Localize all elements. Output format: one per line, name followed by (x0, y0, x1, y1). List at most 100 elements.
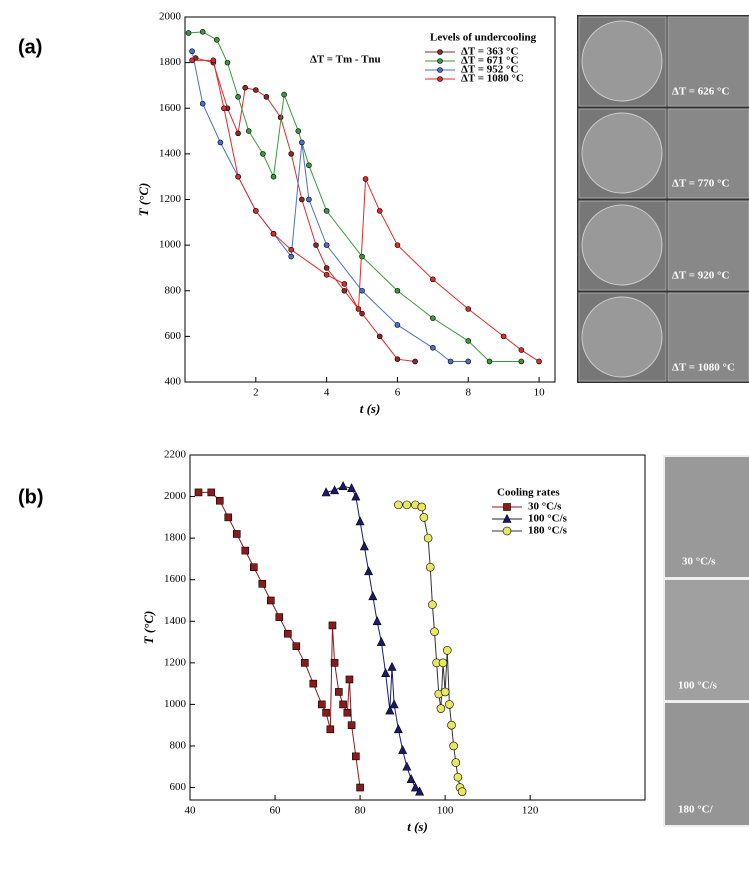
y-tick-label: 400 (165, 376, 182, 388)
marker (389, 699, 399, 709)
annotation: ΔT = Tm - Tnu (310, 54, 381, 66)
legend-label: ΔT = 363 °C (461, 46, 518, 58)
panel-label: (b) (18, 486, 44, 508)
marker (253, 87, 259, 93)
marker (356, 783, 364, 792)
marker (288, 151, 295, 157)
marker (194, 488, 203, 497)
marker (335, 688, 343, 696)
marker (341, 281, 348, 287)
marker (445, 700, 454, 709)
marker (217, 139, 224, 146)
marker (253, 208, 259, 214)
marker (263, 94, 270, 100)
micrographs-b: 30 °C/s 100 °C/s 180 °C/ (663, 455, 749, 827)
marker (381, 668, 391, 678)
marker (500, 333, 507, 340)
marker (288, 246, 295, 253)
marker (341, 287, 348, 294)
marker (224, 513, 233, 522)
image-label: ΔT = 770 °C (672, 178, 729, 190)
x-tick-label: 80 (355, 805, 367, 817)
marker (235, 130, 241, 137)
image (667, 108, 749, 199)
marker (394, 242, 401, 248)
marker (299, 139, 305, 146)
marker (428, 600, 437, 609)
x-tick-label: 60 (270, 805, 282, 817)
y-tick-label: 600 (165, 330, 182, 342)
marker (465, 358, 472, 365)
marker (328, 621, 337, 630)
image-label: 100 °C/s (678, 680, 718, 692)
marker (292, 642, 301, 651)
marker (376, 333, 383, 340)
marker (394, 287, 401, 294)
marker (258, 580, 267, 588)
marker (437, 76, 443, 82)
marker (447, 720, 456, 730)
marker (242, 84, 248, 91)
marker (347, 721, 356, 729)
micrographs-a: ΔT = 626 °C ΔT = 770 °C ΔT = 920 °C ΔT =… (577, 15, 749, 383)
y-tick-label: 800 (170, 739, 187, 751)
marker (412, 358, 418, 365)
marker (299, 196, 305, 203)
marker (235, 173, 241, 180)
marker (362, 176, 369, 182)
y-tick-label: 1200 (159, 193, 182, 205)
marker (355, 306, 362, 312)
marker (406, 774, 416, 784)
marker (245, 128, 252, 134)
y-tick-label: 1200 (164, 656, 187, 668)
y-tick-label: 1800 (159, 56, 182, 68)
y-tick-label: 2000 (159, 11, 182, 23)
marker (241, 546, 250, 555)
marker (323, 265, 330, 271)
y-tick-label: 1600 (159, 102, 182, 114)
y-tick-label: 2000 (164, 490, 187, 502)
marker (347, 483, 357, 493)
marker (415, 786, 425, 796)
marker (232, 530, 241, 538)
marker (410, 782, 420, 792)
y-axis-label: T (°C) (136, 183, 151, 217)
marker (385, 705, 395, 715)
marker (402, 761, 412, 771)
x-tick-label: 10 (534, 387, 546, 399)
marker (465, 338, 472, 344)
x-axis-label: t (s) (407, 819, 428, 834)
image (667, 292, 749, 382)
marker (199, 100, 206, 107)
x-tick-label: 2 (253, 387, 259, 399)
marker (402, 500, 412, 510)
legend-title: Cooling rates (497, 487, 560, 499)
y-tick-label: 600 (170, 781, 187, 793)
marker (536, 358, 542, 365)
image (665, 457, 749, 577)
marker (425, 562, 435, 572)
series-line (198, 491, 361, 788)
x-tick-label: 8 (466, 387, 472, 399)
marker (398, 744, 408, 754)
image-label: 180 °C/ (678, 804, 714, 816)
marker (306, 196, 312, 203)
legend-label: ΔT = 671 °C (461, 55, 518, 67)
marker (372, 616, 382, 626)
marker (281, 91, 287, 98)
marker (309, 679, 318, 688)
marker (518, 347, 525, 353)
marker (270, 230, 277, 237)
marker (419, 513, 429, 522)
marker (394, 356, 401, 362)
series-line (191, 51, 469, 362)
y-tick-label: 1600 (164, 573, 187, 585)
marker (339, 700, 347, 709)
y-tick-label: 1400 (159, 147, 182, 159)
marker (326, 725, 335, 734)
marker (442, 646, 452, 655)
marker (351, 491, 361, 501)
marker (457, 787, 467, 796)
marker (376, 208, 383, 214)
